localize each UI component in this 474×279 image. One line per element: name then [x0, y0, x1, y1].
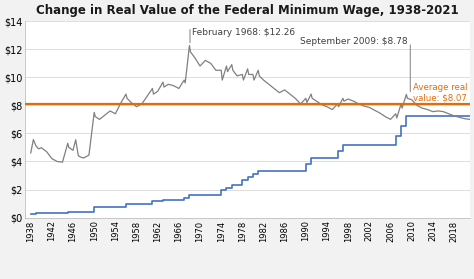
- Text: Average real
value: $8.07: Average real value: $8.07: [413, 83, 467, 102]
- Nominal Min Wage: [303, 163, 309, 166]
- Nominal Min Wage: [187, 194, 192, 197]
- Nominal Min Wage: [393, 144, 399, 147]
- Inflation-Adjusted Value of Min Wage: [28, 151, 34, 155]
- Nominal Min Wage: [28, 212, 34, 216]
- Nominal Min Wage: [123, 202, 129, 205]
- Nominal Min Wage: [340, 144, 346, 147]
- Nominal Min Wage: [303, 169, 309, 172]
- Title: Change in Real Value of the Federal Minimum Wage, 1938-2021: Change in Real Value of the Federal Mini…: [36, 4, 459, 17]
- Nominal Min Wage: [229, 184, 235, 187]
- Inflation-Adjusted Value of Min Wage: [409, 98, 414, 101]
- Nominal Min Wage: [65, 212, 71, 215]
- Inflation-Adjusted Value of Min Wage: [73, 138, 79, 141]
- Nominal Min Wage: [182, 196, 187, 200]
- Nominal Min Wage: [250, 175, 256, 179]
- Nominal Min Wage: [255, 169, 261, 172]
- Nominal Min Wage: [33, 212, 39, 215]
- Inflation-Adjusted Value of Min Wage: [403, 93, 409, 96]
- Nominal Min Wage: [182, 198, 187, 202]
- Nominal Min Wage: [150, 200, 155, 203]
- Nominal Min Wage: [91, 205, 97, 209]
- Nominal Min Wage: [308, 156, 314, 160]
- Nominal Min Wage: [340, 149, 346, 153]
- Nominal Min Wage: [308, 163, 314, 166]
- Nominal Min Wage: [239, 184, 245, 187]
- Inflation-Adjusted Value of Min Wage: [60, 160, 65, 164]
- Line: Inflation-Adjusted Value of Min Wage: Inflation-Adjusted Value of Min Wage: [31, 45, 470, 162]
- Nominal Min Wage: [467, 114, 473, 117]
- Nominal Min Wage: [398, 124, 404, 127]
- Nominal Min Wage: [398, 134, 404, 137]
- Inflation-Adjusted Value of Min Wage: [187, 44, 192, 47]
- Nominal Min Wage: [403, 114, 409, 117]
- Inflation-Adjusted Value of Min Wage: [92, 115, 98, 118]
- Inflation-Adjusted Value of Min Wage: [234, 74, 240, 78]
- Inflation-Adjusted Value of Min Wage: [377, 111, 383, 115]
- Nominal Min Wage: [160, 200, 166, 203]
- Nominal Min Wage: [403, 124, 409, 127]
- Nominal Min Wage: [229, 186, 235, 190]
- Nominal Min Wage: [65, 210, 71, 214]
- Nominal Min Wage: [467, 114, 473, 117]
- Nominal Min Wage: [33, 212, 39, 216]
- Nominal Min Wage: [335, 156, 340, 160]
- Text: September 2009: $8.78: September 2009: $8.78: [300, 37, 408, 45]
- Nominal Min Wage: [245, 179, 250, 182]
- Nominal Min Wage: [123, 205, 129, 209]
- Nominal Min Wage: [255, 172, 261, 176]
- Nominal Min Wage: [187, 196, 192, 200]
- Nominal Min Wage: [224, 186, 229, 190]
- Nominal Min Wage: [160, 198, 166, 202]
- Text: February 1968: $12.26: February 1968: $12.26: [191, 28, 295, 37]
- Nominal Min Wage: [335, 149, 340, 153]
- Inflation-Adjusted Value of Min Wage: [467, 118, 473, 121]
- Nominal Min Wage: [219, 194, 224, 197]
- Nominal Min Wage: [467, 114, 473, 117]
- Nominal Min Wage: [239, 179, 245, 182]
- Nominal Min Wage: [250, 172, 256, 176]
- Nominal Min Wage: [245, 175, 250, 179]
- Nominal Min Wage: [150, 202, 155, 205]
- Nominal Min Wage: [393, 134, 399, 137]
- Nominal Min Wage: [224, 188, 229, 191]
- Line: Nominal Min Wage: Nominal Min Wage: [31, 116, 470, 214]
- Nominal Min Wage: [91, 210, 97, 214]
- Nominal Min Wage: [219, 188, 224, 191]
